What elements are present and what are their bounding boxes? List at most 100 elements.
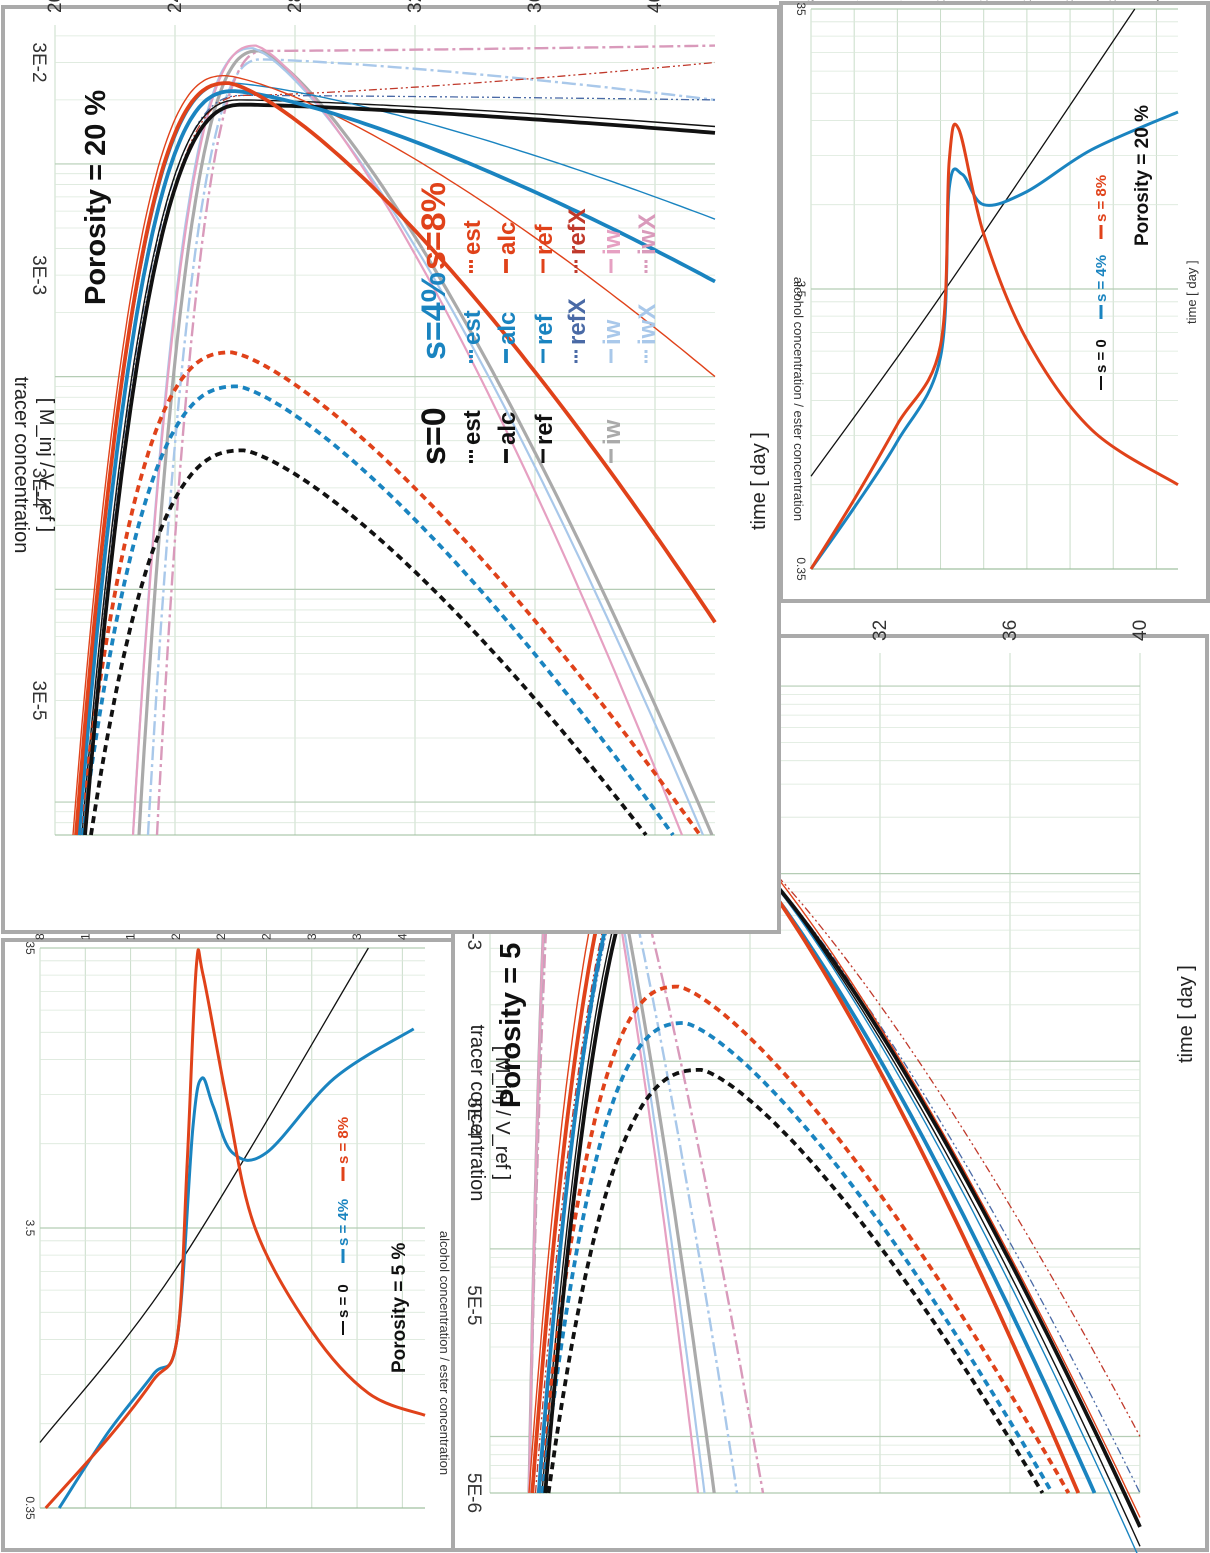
y-tick-label: 3.5	[23, 1220, 37, 1237]
y-axis-label: alcohol concentration / ester concentrat…	[791, 277, 806, 521]
y-axis-label-line2: [ M_inj / V_ref ]	[35, 398, 57, 533]
series-s8-est	[77, 350, 702, 837]
x-tick-label: 36	[525, 0, 546, 13]
x-axis-label: time [ day ]	[748, 432, 770, 530]
series-s-4-	[809, 110, 1179, 570]
legend-label-s8-refX: refX	[564, 208, 591, 255]
panel-small-porosity-20: 8 12 16 20 24 28 32 36 40 35 3.5 0.35 alcohol conce…	[779, 0, 1210, 603]
x-tick-label: 36	[1000, 620, 1021, 641]
legend-label-s0: s = 0	[335, 1284, 352, 1318]
x-tick-label: 32	[1063, 0, 1077, 1]
legend-label-s8: s = 8%	[1093, 175, 1110, 222]
x-tick-label: 20	[45, 0, 66, 13]
x-tick-label: 36	[1106, 0, 1120, 1]
legend-label-s8-ref: ref	[531, 223, 558, 255]
x-axis-label: time [ day ]	[1175, 965, 1197, 1063]
x-tick-label: 32	[405, 0, 426, 13]
x-tick-label: 8	[33, 933, 47, 940]
x-tick-label: 32	[870, 620, 891, 641]
y-tick-label: 5E-4	[463, 1098, 484, 1139]
panel-frame	[1, 938, 455, 1552]
y-tick-label: 3E-3	[28, 255, 49, 295]
grid	[54, 25, 715, 836]
x-tick-label: 28	[285, 0, 306, 13]
series-s4-est	[80, 384, 675, 837]
x-tick-label: 40	[1130, 620, 1151, 641]
series-s-8-	[44, 948, 426, 1509]
legend-label-s8-alc: alc	[494, 222, 521, 255]
y-tick-label: 5E-5	[463, 1285, 484, 1325]
legend-header-s0: s=0	[415, 407, 453, 465]
porosity-label: Porosity = 20 %	[80, 90, 112, 305]
legend-label-s0-est: est	[459, 410, 486, 445]
grid	[39, 947, 425, 1509]
plot-area	[72, 44, 717, 837]
y-axis-label-line1: tracer concentration	[10, 377, 32, 554]
plot-area	[809, 8, 1179, 570]
y-axis-label-line1: tracer concentration	[466, 1025, 488, 1202]
series-s4-est	[540, 1021, 1054, 1494]
plot-area	[39, 947, 426, 1509]
y-tick-label: 5E-6	[463, 1473, 484, 1513]
legend-label-s8: s = 8%	[335, 1117, 352, 1164]
series-s0-est	[546, 1068, 1045, 1494]
legend-label-s8-iwX: iwX	[634, 214, 661, 255]
series-s-0	[810, 8, 1136, 477]
x-tick-label: 40	[1149, 0, 1163, 1]
series-s0-alc	[83, 102, 716, 836]
legend-label-s4-refX: refX	[564, 298, 591, 345]
axis-ticks: 20 24 28 32 36 40 3E-2 3E-3 3E-4 3E-5	[28, 0, 666, 721]
legend-label-s0-iw: iw	[599, 419, 626, 445]
legend-label-s4-ref: ref	[531, 313, 558, 345]
y-tick-label: 3E-5	[28, 680, 49, 720]
grid	[810, 8, 1178, 570]
legend-label-s0: s = 0	[1093, 339, 1110, 373]
series-s8-est	[536, 984, 1071, 1494]
legend: s = 0 s = 4% s = 8%	[1093, 175, 1110, 390]
y-tick-label: 3.5	[794, 281, 808, 298]
y-tick-label: 3E-2	[28, 42, 49, 82]
series-s4-alc	[77, 89, 716, 836]
legend-label-s4-est: est	[459, 310, 486, 345]
legend-label-s4: s = 4%	[335, 1199, 352, 1246]
x-tick-label: 8	[804, 0, 818, 1]
legend-label-s4-alc: alc	[494, 312, 521, 345]
series-s-0	[39, 947, 369, 1443]
x-tick-label: 24	[165, 0, 186, 13]
y-tick-label: 0.35	[23, 1496, 37, 1520]
series-s8-iw	[131, 44, 684, 836]
legend-label-s0-ref: ref	[531, 413, 558, 445]
y-tick-label: 3E-4	[28, 468, 49, 509]
porosity-label: Porosity = 20 %	[1132, 105, 1153, 246]
y-axis-label-line2: [ M_inj / V_ref ]	[491, 1046, 513, 1181]
y-tick-label: 35	[794, 2, 808, 16]
series-s0-est	[89, 448, 648, 837]
x-axis-label: time [ day ]	[1184, 260, 1199, 324]
porosity-label: Porosity = 5 %	[389, 1242, 410, 1373]
x-tick-label: 16	[890, 0, 904, 1]
legend: s=0s=4%s=8%estestestalcalcalcrefrefrefre…	[415, 182, 661, 465]
x-tick-label: 28	[1020, 0, 1034, 1]
legend-header-s8: s=8%	[415, 182, 453, 270]
y-axis-label: alcohol concentration / ester concentrat…	[437, 1231, 452, 1475]
x-tick-label: 40	[645, 0, 666, 13]
x-tick-label: 20	[934, 0, 948, 1]
legend: s = 0 s = 4% s = 8%	[335, 1117, 352, 1335]
legend-label-s0-alc: alc	[494, 412, 521, 445]
axis-ticks: 8 12 16 20 24 28 32 36 40 35 3.5 0.35	[794, 0, 1163, 581]
series-s8-alc	[74, 81, 717, 836]
y-tick-label: 0.35	[794, 557, 808, 581]
legend-label-s8-iw: iw	[599, 229, 626, 255]
legend-label-s4: s = 4%	[1093, 255, 1110, 302]
legend-label-s8-est: est	[459, 220, 486, 255]
series-s4-iwX	[146, 58, 716, 836]
legend-label-s4-iw: iw	[599, 319, 626, 345]
series-s8-refX	[534, 795, 1141, 1494]
panel-small-porosity-5: 81216202428323640353.50.35 alcohol conce…	[1, 926, 455, 1552]
porosity-label: Porosity = 5 %	[495, 909, 527, 1108]
series-s8-ref	[72, 75, 716, 836]
x-tick-label: 12	[847, 0, 861, 1]
series-s-8-	[809, 122, 1179, 570]
legend-label-s4-iwX: iwX	[634, 304, 661, 345]
